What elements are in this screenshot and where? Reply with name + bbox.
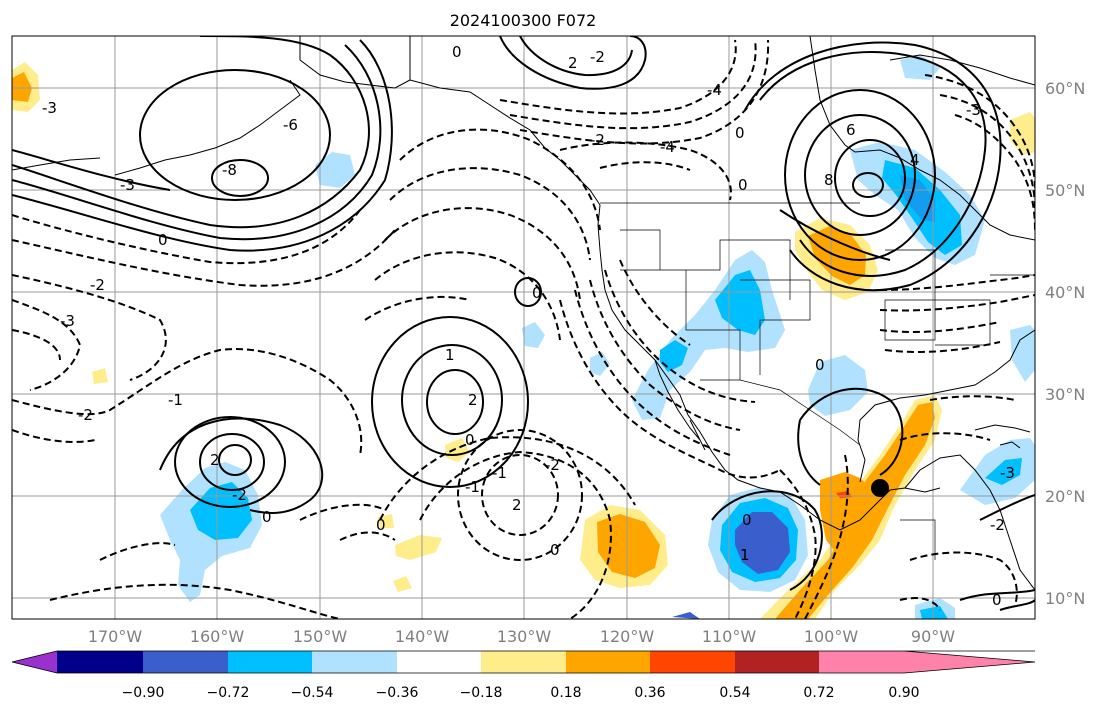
contour-label: 0 <box>452 43 462 61</box>
colorbar-tick-label: 0.18 <box>550 685 581 701</box>
contour-label: 1 <box>740 546 750 564</box>
lat-label: 60°N <box>1045 79 1085 98</box>
map-panel: 0 -4 -6 -8 -3 0 -2 -3 -2 -1 2 -2 0 1 2 0… <box>12 36 1035 619</box>
contour-label: 2 <box>468 391 478 409</box>
contour-label: 2 <box>210 451 220 469</box>
lat-label: 40°N <box>1045 283 1085 302</box>
colorbar-segment <box>481 651 566 673</box>
colorbar-ticks: −0.90 −0.72 −0.54 −0.36 −0.18 0.18 0.36 … <box>122 685 920 701</box>
station-marker <box>871 479 889 497</box>
colorbar-segment <box>735 651 819 673</box>
lon-label: 90°W <box>911 627 955 646</box>
colorbar: −0.90 −0.72 −0.54 −0.36 −0.18 0.18 0.36 … <box>11 650 1036 701</box>
colorbar-segment <box>228 651 312 673</box>
contour-label: 0 <box>465 431 475 449</box>
contour-label: -3 <box>120 176 135 194</box>
lon-label: 110°W <box>702 627 757 646</box>
contours-negative <box>12 39 1035 619</box>
colorbar-segment <box>397 651 481 673</box>
contour-label: -3 <box>966 101 981 119</box>
colorbar-tick-label: 0.90 <box>888 685 919 701</box>
lon-label: 160°W <box>190 627 245 646</box>
contour-label: 0 <box>532 284 542 302</box>
political-borders <box>600 202 1035 560</box>
colorbar-tick-label: 0.36 <box>634 685 665 701</box>
lat-label: 30°N <box>1045 385 1085 404</box>
contour-label: -8 <box>222 161 237 179</box>
lon-label: 170°W <box>88 627 143 646</box>
positive-anomaly-shading <box>12 62 1035 619</box>
contour-label: -4 <box>707 81 722 99</box>
colorbar-segment <box>650 651 735 673</box>
contour-label: -2 <box>232 486 247 504</box>
colorbar-segment <box>819 651 904 673</box>
contour-label: 4 <box>910 151 920 169</box>
contour-label: -4 <box>660 138 675 156</box>
contour-label: -6 <box>283 116 298 134</box>
contour-label: -3 <box>42 99 57 117</box>
contour-label: -1 <box>168 391 183 409</box>
latitude-labels: 60°N 50°N 40°N 30°N 20°N 10°N <box>1045 79 1085 608</box>
colorbar-max-extend <box>904 651 1035 673</box>
colorbar-segment <box>57 651 143 673</box>
contour-label: -2 <box>78 406 93 424</box>
contour-label: 0 <box>815 356 825 374</box>
longitude-labels: 170°W 160°W 150°W 140°W 130°W 120°W 110°… <box>88 627 955 646</box>
colorbar-segment <box>143 651 228 673</box>
colorbar-tick-label: −0.54 <box>291 685 334 701</box>
colorbar-tick-label: −0.72 <box>207 685 250 701</box>
lat-label: 20°N <box>1045 487 1085 506</box>
contour-label: -3 <box>60 312 75 330</box>
lon-label: 120°W <box>600 627 655 646</box>
lat-label: 50°N <box>1045 181 1085 200</box>
contour-label: -1 <box>465 478 480 496</box>
contour-label: 0 <box>742 511 752 529</box>
contour-label: 0 <box>738 176 748 194</box>
contour-label: -2 <box>90 276 105 294</box>
colorbar-tick-label: −0.90 <box>122 685 165 701</box>
colorbar-segment <box>566 651 650 673</box>
contour-label: 0 <box>992 591 1002 609</box>
contour-label: 2 <box>512 496 522 514</box>
contour-label: -1 <box>492 464 507 482</box>
lon-label: 150°W <box>293 627 348 646</box>
contour-label: 0 <box>262 508 272 526</box>
contour-label: 0 <box>376 516 386 534</box>
contour-label: -2 <box>590 131 605 149</box>
contour-label: 0 <box>735 124 745 142</box>
contour-label: -2 <box>545 456 560 474</box>
contours-positive <box>12 36 1035 611</box>
colorbar-tick-label: −0.36 <box>376 685 419 701</box>
contour-label: -2 <box>590 48 605 66</box>
contour-label: -3 <box>1000 464 1015 482</box>
colorbar-min-extend <box>12 651 57 673</box>
colorbar-tick-label: −0.18 <box>460 685 503 701</box>
colorbar-tick-label: 0.72 <box>803 685 834 701</box>
map-title: 2024100300 F072 <box>450 11 597 30</box>
colorbar-segment <box>312 651 397 673</box>
contour-label: -2 <box>990 516 1005 534</box>
colorbar-tick-label: 0.54 <box>719 685 750 701</box>
contour-label: 2 <box>568 54 578 72</box>
contour-label: 6 <box>846 121 856 139</box>
lon-label: 130°W <box>497 627 552 646</box>
contour-labels: 0 -4 -6 -8 -3 0 -2 -3 -2 -1 2 -2 0 1 2 0… <box>42 43 1015 609</box>
contour-label: 1 <box>445 346 455 364</box>
lon-label: 100°W <box>804 627 859 646</box>
contour-label: 0 <box>158 231 168 249</box>
lon-label: 140°W <box>395 627 450 646</box>
contour-label: 0 <box>550 541 560 559</box>
lat-label: 10°N <box>1045 589 1085 608</box>
map-frame <box>11 35 1036 620</box>
contour-label: 8 <box>824 171 834 189</box>
